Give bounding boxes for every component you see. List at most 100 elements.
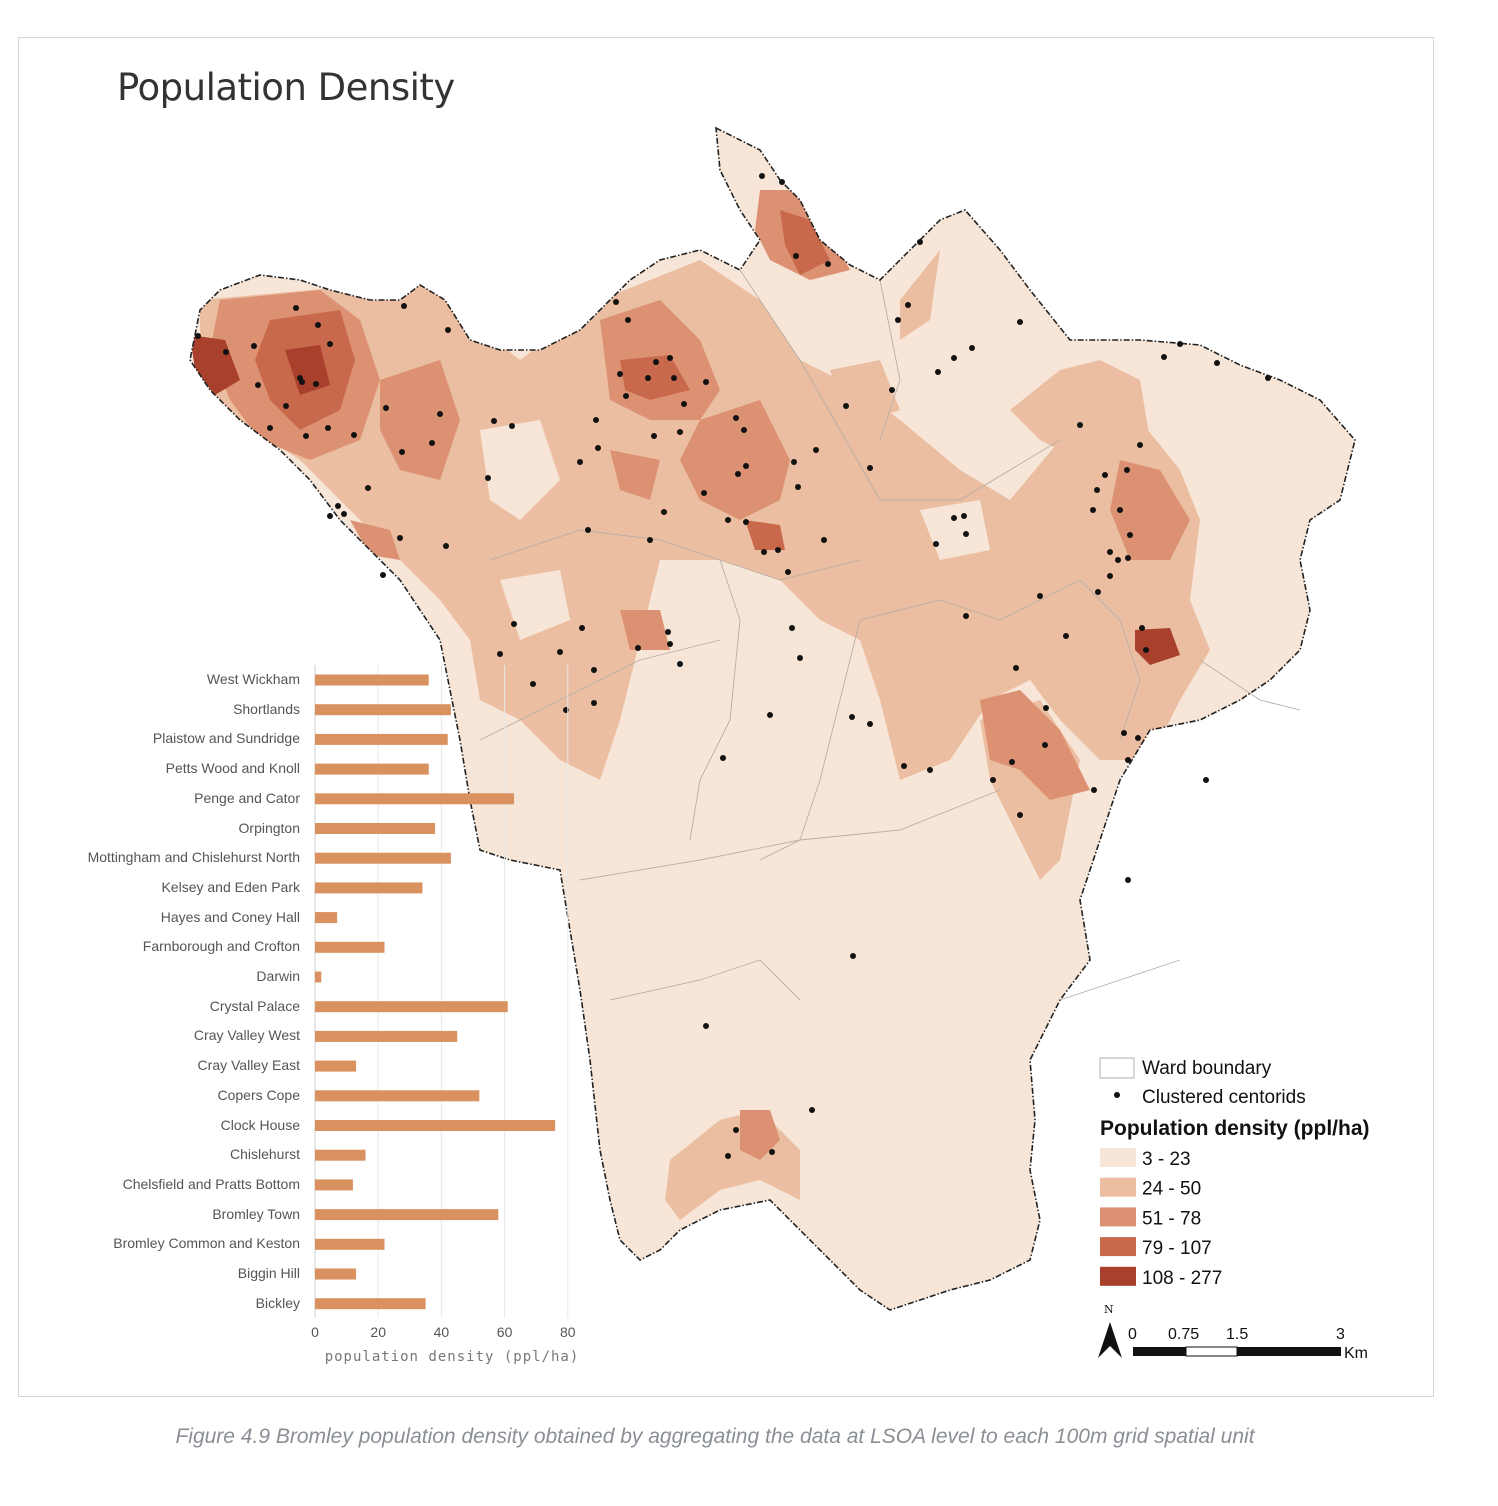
- centroid-dot: [1203, 777, 1209, 783]
- centroid-dot: [665, 629, 671, 635]
- density-patch: [610, 450, 660, 500]
- density-patch: [1010, 360, 1150, 470]
- ward-boundary: [489, 529, 861, 581]
- centroid-dot: [867, 721, 873, 727]
- centroid-dot: [1094, 487, 1100, 493]
- bar-category-label: Copers Cope: [217, 1086, 301, 1103]
- centroid-dot: [557, 649, 563, 655]
- centroid-dot: [267, 425, 273, 431]
- centroid-dot: [635, 645, 641, 651]
- centroid-dot: [769, 1149, 775, 1155]
- centroid-dot: [511, 621, 517, 627]
- centroid-dot: [961, 513, 967, 519]
- ward-boundary: [859, 579, 1081, 621]
- centroid-dot: [917, 239, 923, 245]
- bar: [315, 912, 338, 924]
- bar-category-label: Petts Wood and Knoll: [165, 760, 300, 777]
- centroid-dot: [759, 173, 765, 179]
- density-patch: [780, 210, 830, 275]
- ward-boundary: [1059, 959, 1181, 1001]
- centroid-dot: [623, 393, 629, 399]
- legend-class-label: 79 - 107: [1142, 1238, 1212, 1259]
- centroid-dot: [703, 379, 709, 385]
- clustered-centroids: [195, 173, 1271, 1159]
- centroid-dot: [593, 417, 599, 423]
- centroid-dot: [743, 463, 749, 469]
- bar: [315, 823, 436, 834]
- bar: [315, 1209, 499, 1221]
- legend-class-label: 108 - 277: [1142, 1268, 1222, 1289]
- centroid-dot: [325, 425, 331, 431]
- centroid-dot: [341, 511, 347, 517]
- bar: [315, 941, 385, 953]
- centroid-dot: [901, 763, 907, 769]
- centroid-dot: [299, 379, 305, 385]
- centroid-dot: [1017, 319, 1023, 325]
- bar: [315, 1149, 366, 1161]
- centroid-dot: [701, 490, 707, 496]
- bar: [315, 882, 423, 894]
- bar: [315, 1030, 458, 1042]
- bar-category-label: Bromley Town: [212, 1205, 300, 1222]
- centroid-dot: [327, 513, 333, 519]
- legend-centroids-label: Clustered centorids: [1142, 1087, 1306, 1108]
- ward-boundary: [479, 639, 721, 741]
- scale-segment: [1237, 1347, 1341, 1356]
- centroid-dot: [1125, 757, 1131, 763]
- centroid-dot: [905, 302, 911, 308]
- scale-tick-0: 0: [1128, 1326, 1137, 1343]
- centroid-dot: [951, 355, 957, 361]
- ward-boundary: [759, 619, 861, 861]
- bar: [315, 1298, 426, 1310]
- centroid-dot: [195, 333, 201, 339]
- ward-boundary-legend-swatch: [1099, 1057, 1135, 1079]
- bar: [315, 971, 322, 983]
- borough-outline: [189, 126, 1356, 1311]
- bar: [315, 1120, 556, 1131]
- bar-chart-bars: [315, 674, 556, 1310]
- centroid-dot: [617, 371, 623, 377]
- centroid-dot: [927, 767, 933, 773]
- centroid-dot: [303, 433, 309, 439]
- centroid-dot: [293, 305, 299, 311]
- centroid-dot: [677, 429, 683, 435]
- centroid-dot: [667, 355, 673, 361]
- density-patch: [620, 355, 690, 400]
- bar-category-label: Bromley Common and Keston: [113, 1235, 300, 1252]
- centroid-dot: [591, 700, 597, 706]
- centroid-dot: [1265, 375, 1271, 381]
- ward-boundary: [1199, 659, 1301, 711]
- centroid-dot: [429, 440, 435, 446]
- bar-category-label: Chislehurst: [229, 1146, 300, 1163]
- centroid-dot: [645, 375, 651, 381]
- centroid-dot: [283, 403, 289, 409]
- centroid-dot: [867, 465, 873, 471]
- bar-category-label: Kelsey and Eden Park: [161, 878, 300, 895]
- centroid-dot: [223, 349, 229, 355]
- bar-category-label: Biggin Hill: [237, 1265, 300, 1281]
- centroid-dot: [625, 317, 631, 323]
- centroid-dot: [935, 369, 941, 375]
- centroid-dot: [1121, 730, 1127, 736]
- ward-boundary: [689, 559, 741, 841]
- bar-category-label: Mottingham and Chislehurst North: [87, 849, 300, 866]
- centroid-dot: [255, 382, 261, 388]
- centroid-dot: [1063, 633, 1069, 639]
- bar-category-label: Darwin: [256, 968, 300, 984]
- centroid-dot: [585, 527, 591, 533]
- centroid-dot: [530, 681, 536, 687]
- centroid-dot: [613, 299, 619, 305]
- centroid-dot: [720, 755, 726, 761]
- centroid-dot: [1037, 593, 1043, 599]
- centroid-dot: [813, 447, 819, 453]
- centroid-dot: [895, 317, 901, 323]
- map-title: Population Density: [117, 66, 455, 109]
- centroid-dot: [577, 459, 583, 465]
- centroid-dot: [703, 1023, 709, 1029]
- bar-category-label: Crystal Palace: [209, 997, 300, 1014]
- centroid-dot: [1177, 341, 1183, 347]
- centroid-dot: [743, 519, 749, 525]
- density-patch: [900, 250, 940, 340]
- centroid-dot: [821, 537, 827, 543]
